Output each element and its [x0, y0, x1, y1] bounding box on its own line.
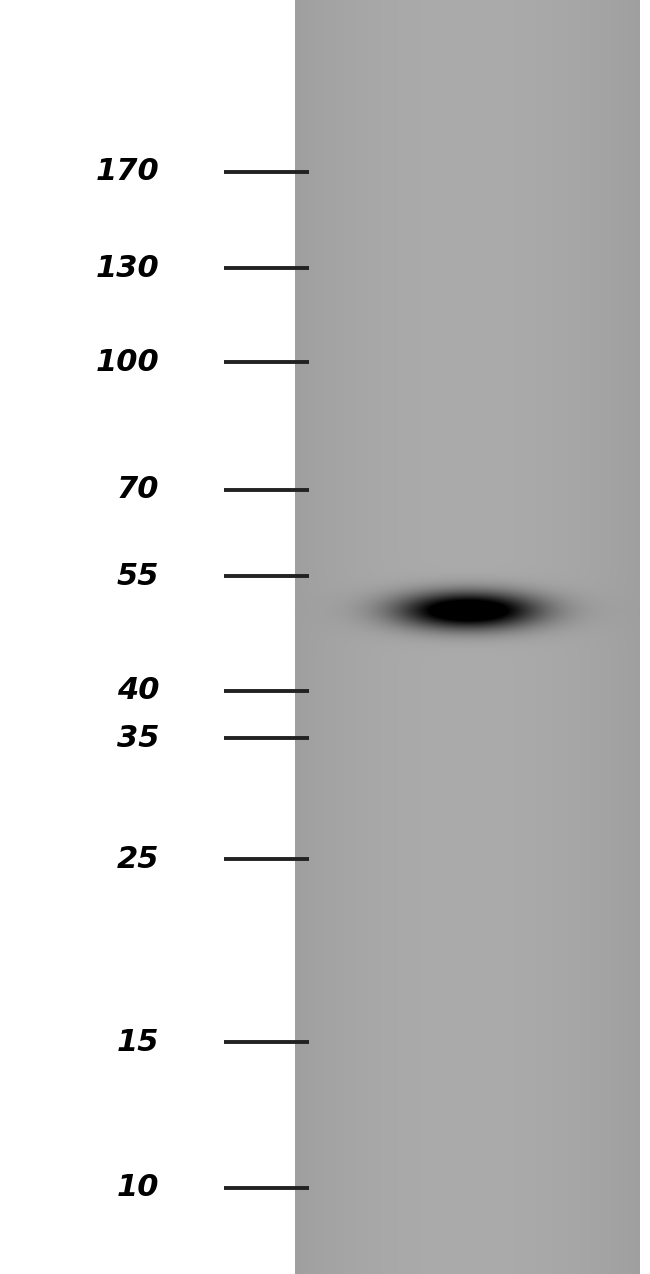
Text: 40: 40: [117, 676, 159, 705]
Text: 130: 130: [96, 254, 159, 283]
Text: 25: 25: [117, 845, 159, 874]
Text: 100: 100: [96, 348, 159, 377]
Text: 170: 170: [96, 158, 159, 186]
Text: 10: 10: [117, 1173, 159, 1203]
Text: 15: 15: [117, 1028, 159, 1056]
Text: 70: 70: [117, 475, 159, 505]
Text: 35: 35: [117, 724, 159, 753]
Text: 55: 55: [117, 562, 159, 591]
